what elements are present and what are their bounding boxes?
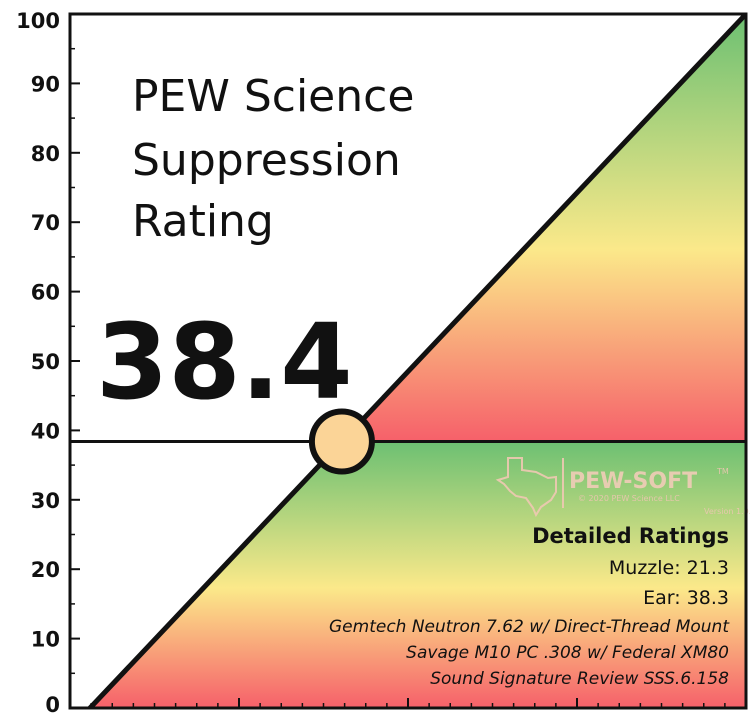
muzzle-rating: Muzzle: 21.3: [609, 557, 729, 579]
suppressor-info: Gemtech Neutron 7.62 w/ Direct-Thread Mo…: [329, 617, 730, 637]
rating-region-fill-below: [90, 441, 746, 708]
rating-marker: [308, 408, 375, 475]
y-tick-label: 80: [31, 142, 60, 166]
review-id: Sound Signature Review SSS.6.158: [430, 669, 729, 689]
y-tick-label: 100: [16, 9, 60, 33]
chart-title-line-3: Rating: [132, 196, 274, 247]
y-tick-label: 10: [31, 628, 60, 652]
ear-rating: Ear: 38.3: [643, 587, 729, 609]
watermark-copyright: © 2020 PEW Science LLC: [578, 494, 680, 503]
x-axis-ticks: [90, 698, 726, 708]
y-tick-label: 40: [31, 419, 60, 443]
y-axis-ticks: 0 10 20 30 40 50 60 70 80 90 100: [16, 9, 80, 717]
y-tick-label: 60: [31, 281, 60, 305]
y-tick-label: 0: [45, 693, 60, 717]
watermark-brand: PEW-SOFT: [569, 469, 697, 494]
firearm-info: Savage M10 PC .308 w/ Federal XM80: [406, 643, 729, 663]
y-tick-label: 20: [31, 558, 60, 582]
watermark-trademark: TM: [716, 467, 729, 476]
rating-value: 38.4: [96, 301, 353, 423]
y-tick-label: 70: [31, 211, 60, 235]
y-tick-label: 30: [31, 489, 60, 513]
rating-diagonal-line: [87, 14, 746, 708]
detailed-ratings-heading: Detailed Ratings: [532, 524, 729, 548]
watermark-version: Version 1.0.2: [704, 507, 750, 516]
y-tick-label: 50: [31, 350, 60, 374]
pew-soft-watermark: PEW-SOFT TM © 2020 PEW Science LLC Versi…: [495, 457, 750, 518]
chart-title-line-2: Suppression: [132, 135, 401, 186]
y-tick-label: 90: [31, 72, 60, 96]
chart-title-line-1: PEW Science: [132, 71, 414, 122]
texas-logo-icon: [495, 457, 557, 518]
